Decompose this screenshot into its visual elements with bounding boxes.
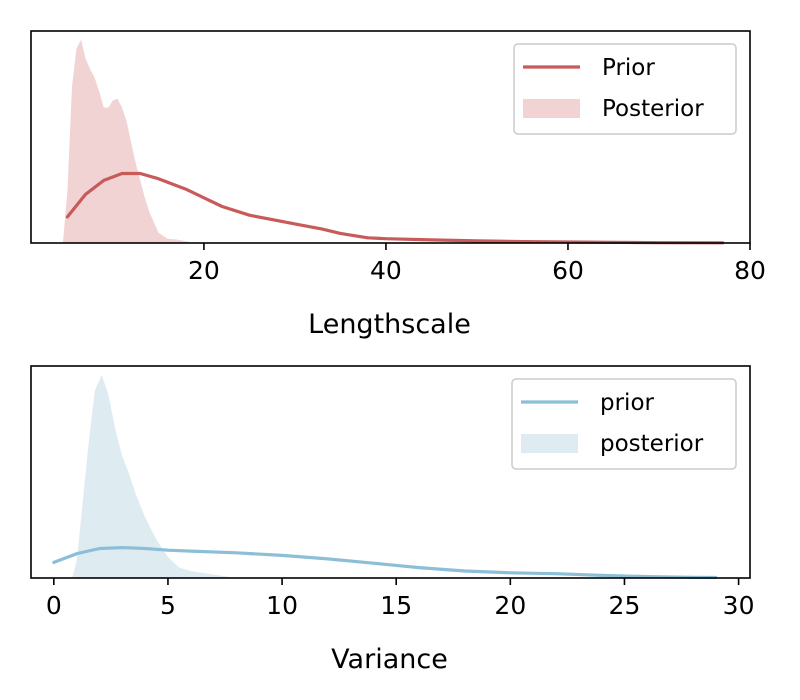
x-tick-label: 10 [266,591,298,620]
legend-label-prior: Prior [602,55,655,81]
x-axis-label: Variance [331,644,448,675]
x-tick-label: 40 [370,256,402,285]
chart-panel-1: 20 40 60 80 Lengthscale Prior Posterior [30,30,766,340]
series-prior-line [65,171,725,245]
x-tick-label: 5 [160,591,176,620]
x-tick-label: 60 [552,256,584,285]
legend: Prior Posterior [513,43,737,135]
x-tick-label: 20 [188,256,220,285]
legend-label-posterior: posterior [600,431,704,457]
x-tick-label: 0 [46,591,62,620]
series-prior-line [52,546,718,580]
legend-label-posterior: Posterior [602,96,704,122]
x-axis-label: Lengthscale [308,309,471,340]
x-tick-label: 30 [723,591,755,620]
legend-swatch-posterior [523,99,580,118]
plot-frame [30,365,751,579]
legend: prior posterior [511,378,737,470]
legend-swatch-posterior [521,434,578,453]
legend-label-prior: prior [600,390,655,416]
series-posterior-area [62,39,195,244]
x-tick-label: 20 [494,591,526,620]
x-tick-label: 80 [734,256,766,285]
x-tick-label: 15 [380,591,412,620]
chart-panel-2: 0 5 10 15 20 25 30 Variance prior posterior [30,365,755,675]
x-tick-label: 25 [609,591,641,620]
series-posterior-area [72,374,237,578]
plot-frame [30,30,751,244]
